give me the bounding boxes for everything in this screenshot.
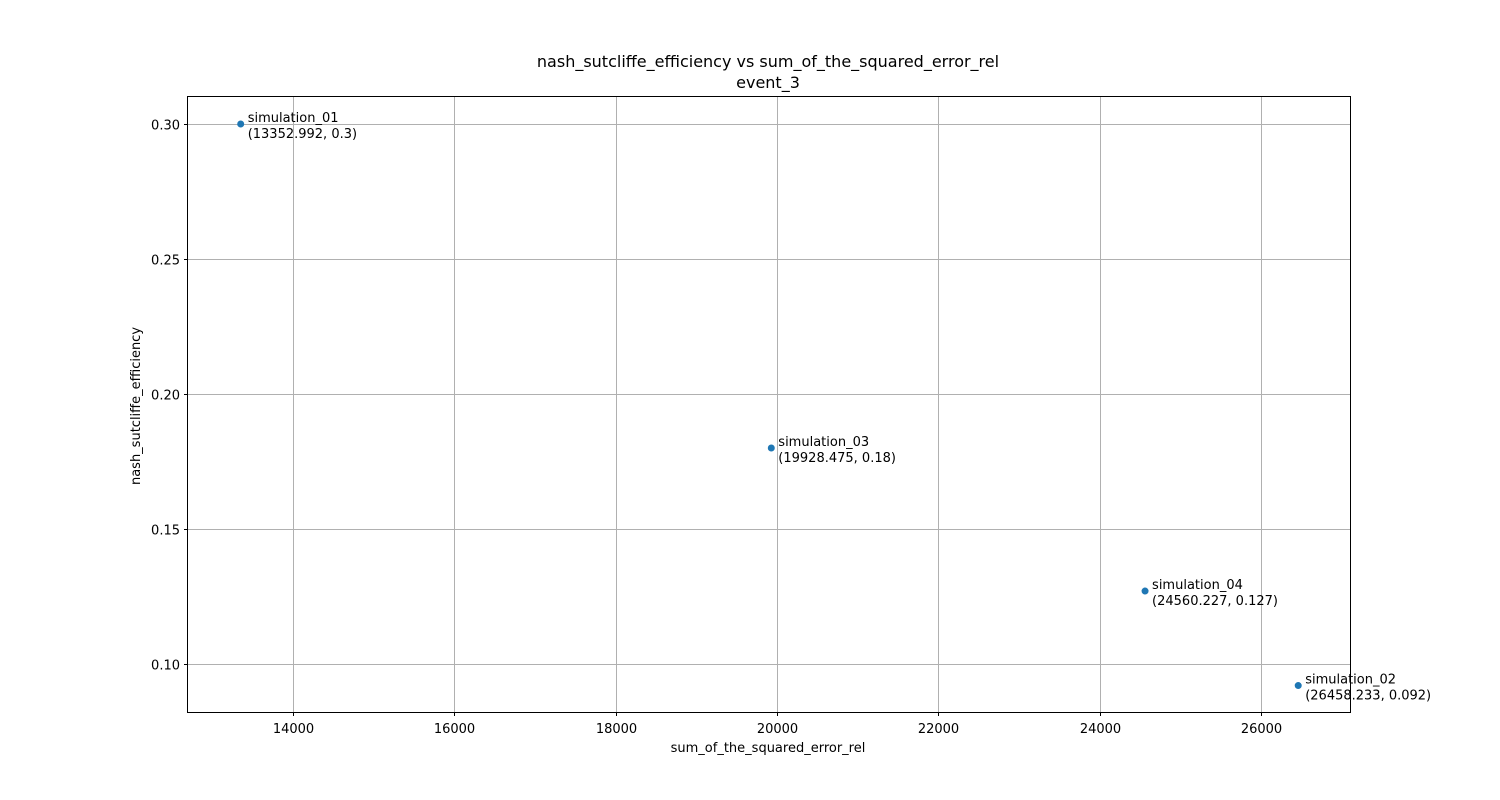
point-coord-label: (26458.233, 0.092)	[1305, 689, 1431, 704]
x-tick-label: 24000	[1080, 722, 1121, 737]
point-coord-label: (19928.475, 0.18)	[778, 451, 896, 466]
x-tick-label: 16000	[434, 722, 475, 737]
y-axis-label: nash_sutcliffe_efficiency	[129, 327, 144, 485]
data-point	[1294, 682, 1302, 690]
grid	[188, 97, 1350, 712]
y-tick-label: 0.30	[151, 119, 180, 134]
point-name-label: simulation_04	[1152, 578, 1243, 593]
x-tick-label: 18000	[596, 722, 637, 737]
data-point	[1141, 587, 1149, 595]
y-tick-label: 0.10	[151, 659, 180, 674]
chart-subtitle: event_3	[736, 73, 800, 93]
x-axis-label: sum_of_the_squared_error_rel	[671, 741, 866, 756]
data-point	[767, 444, 775, 452]
plot-frame	[187, 96, 1351, 713]
point-coord-label: (24560.227, 0.127)	[1152, 594, 1278, 609]
point-coord-label: (13352.992, 0.3)	[248, 127, 357, 142]
x-tick-label: 20000	[757, 722, 798, 737]
y-tick-label: 0.15	[151, 524, 180, 539]
y-tick-label: 0.25	[151, 254, 180, 269]
x-tick-label: 22000	[918, 722, 959, 737]
axes: 14000 16000 18000 20000 22000 24000 26000 0.10 0…	[151, 119, 1282, 738]
x-tick-label: 14000	[273, 722, 314, 737]
data-point	[237, 120, 245, 128]
y-tick-label: 0.20	[151, 389, 180, 404]
data-points: simulation_01(13352.992, 0.3) simulation_…	[237, 111, 1431, 704]
point-name-label: simulation_03	[778, 435, 869, 450]
point-name-label: simulation_01	[248, 111, 339, 126]
chart-title: nash_sutcliffe_efficiency vs sum_of_the_…	[537, 52, 999, 72]
x-tick-label: 26000	[1241, 722, 1282, 737]
